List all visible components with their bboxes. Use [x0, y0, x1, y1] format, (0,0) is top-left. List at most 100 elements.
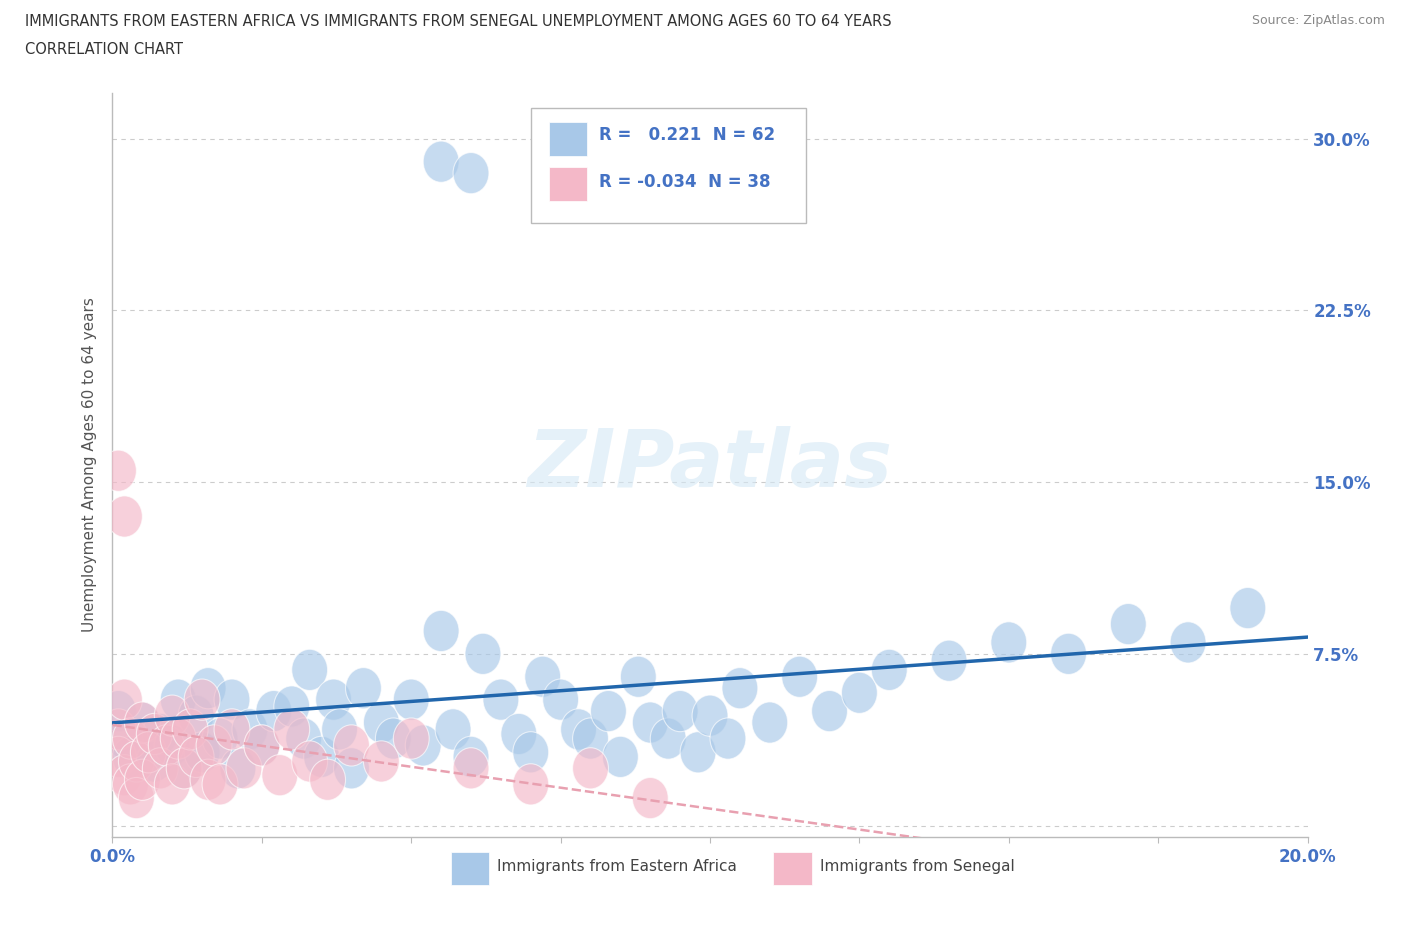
- Ellipse shape: [333, 748, 370, 789]
- Ellipse shape: [184, 732, 221, 773]
- Text: R =   0.221  N = 62: R = 0.221 N = 62: [599, 126, 775, 144]
- Ellipse shape: [572, 718, 609, 759]
- Ellipse shape: [811, 690, 848, 732]
- Ellipse shape: [101, 690, 136, 732]
- Ellipse shape: [160, 679, 197, 720]
- Ellipse shape: [136, 713, 173, 754]
- Ellipse shape: [363, 702, 399, 743]
- Ellipse shape: [274, 686, 309, 727]
- Ellipse shape: [197, 724, 232, 766]
- Ellipse shape: [118, 741, 155, 782]
- Ellipse shape: [190, 668, 226, 709]
- Ellipse shape: [292, 649, 328, 690]
- Ellipse shape: [572, 748, 609, 789]
- Ellipse shape: [101, 450, 136, 491]
- Ellipse shape: [142, 748, 179, 789]
- Ellipse shape: [633, 702, 668, 743]
- Ellipse shape: [513, 764, 548, 805]
- Ellipse shape: [1050, 633, 1087, 674]
- Ellipse shape: [333, 724, 370, 766]
- Ellipse shape: [160, 718, 197, 759]
- Ellipse shape: [245, 724, 280, 766]
- Ellipse shape: [292, 741, 328, 782]
- Ellipse shape: [125, 702, 160, 743]
- Ellipse shape: [155, 724, 190, 766]
- Ellipse shape: [112, 737, 149, 777]
- Ellipse shape: [591, 690, 627, 732]
- Ellipse shape: [991, 622, 1026, 663]
- Ellipse shape: [202, 764, 238, 805]
- Ellipse shape: [136, 741, 173, 782]
- Text: IMMIGRANTS FROM EASTERN AFRICA VS IMMIGRANTS FROM SENEGAL UNEMPLOYMENT AMONG AGE: IMMIGRANTS FROM EASTERN AFRICA VS IMMIGR…: [25, 14, 891, 29]
- Ellipse shape: [543, 679, 579, 720]
- Ellipse shape: [285, 718, 322, 759]
- Ellipse shape: [405, 724, 441, 766]
- Ellipse shape: [166, 748, 202, 789]
- Ellipse shape: [219, 748, 256, 789]
- Ellipse shape: [752, 702, 787, 743]
- Ellipse shape: [112, 764, 149, 805]
- Ellipse shape: [453, 748, 489, 789]
- Ellipse shape: [131, 732, 166, 773]
- Ellipse shape: [118, 777, 155, 818]
- Ellipse shape: [202, 718, 238, 759]
- Text: Immigrants from Senegal: Immigrants from Senegal: [820, 859, 1015, 874]
- Text: CORRELATION CHART: CORRELATION CHART: [25, 42, 183, 57]
- Ellipse shape: [842, 672, 877, 713]
- Ellipse shape: [363, 741, 399, 782]
- Ellipse shape: [214, 679, 250, 720]
- Ellipse shape: [155, 764, 190, 805]
- Ellipse shape: [453, 153, 489, 193]
- Ellipse shape: [179, 737, 214, 777]
- Ellipse shape: [245, 724, 280, 766]
- Ellipse shape: [501, 713, 537, 754]
- Ellipse shape: [423, 610, 460, 652]
- Ellipse shape: [304, 737, 340, 777]
- Ellipse shape: [184, 679, 221, 720]
- Ellipse shape: [101, 709, 136, 750]
- Ellipse shape: [226, 748, 262, 789]
- Ellipse shape: [681, 732, 716, 773]
- Ellipse shape: [633, 777, 668, 818]
- Ellipse shape: [872, 649, 907, 690]
- Ellipse shape: [662, 690, 699, 732]
- Y-axis label: Unemployment Among Ages 60 to 64 years: Unemployment Among Ages 60 to 64 years: [82, 298, 97, 632]
- Text: ZIPatlas: ZIPatlas: [527, 426, 893, 504]
- Ellipse shape: [125, 702, 160, 743]
- Ellipse shape: [524, 657, 561, 698]
- Ellipse shape: [107, 679, 142, 720]
- Ellipse shape: [190, 759, 226, 801]
- Text: Immigrants from Eastern Africa: Immigrants from Eastern Africa: [498, 859, 737, 874]
- Ellipse shape: [782, 657, 818, 698]
- Ellipse shape: [603, 737, 638, 777]
- Ellipse shape: [465, 633, 501, 674]
- Ellipse shape: [513, 732, 548, 773]
- Ellipse shape: [148, 724, 184, 766]
- Ellipse shape: [214, 709, 250, 750]
- Ellipse shape: [346, 668, 381, 709]
- Ellipse shape: [423, 141, 460, 182]
- Ellipse shape: [1170, 622, 1206, 663]
- Ellipse shape: [107, 754, 142, 796]
- Ellipse shape: [262, 754, 298, 796]
- Ellipse shape: [125, 759, 160, 801]
- Ellipse shape: [166, 748, 202, 789]
- FancyBboxPatch shape: [531, 108, 806, 223]
- Text: Source: ZipAtlas.com: Source: ZipAtlas.com: [1251, 14, 1385, 27]
- Ellipse shape: [322, 709, 357, 750]
- Ellipse shape: [484, 679, 519, 720]
- Text: R = -0.034  N = 38: R = -0.034 N = 38: [599, 173, 770, 192]
- Ellipse shape: [375, 718, 412, 759]
- FancyBboxPatch shape: [773, 852, 811, 884]
- Ellipse shape: [692, 695, 728, 737]
- Ellipse shape: [931, 640, 967, 682]
- FancyBboxPatch shape: [451, 852, 489, 884]
- Ellipse shape: [394, 679, 429, 720]
- Ellipse shape: [142, 713, 179, 754]
- Ellipse shape: [155, 695, 190, 737]
- Ellipse shape: [453, 737, 489, 777]
- Ellipse shape: [107, 496, 142, 538]
- Ellipse shape: [710, 718, 747, 759]
- Ellipse shape: [309, 759, 346, 801]
- Ellipse shape: [1230, 588, 1265, 629]
